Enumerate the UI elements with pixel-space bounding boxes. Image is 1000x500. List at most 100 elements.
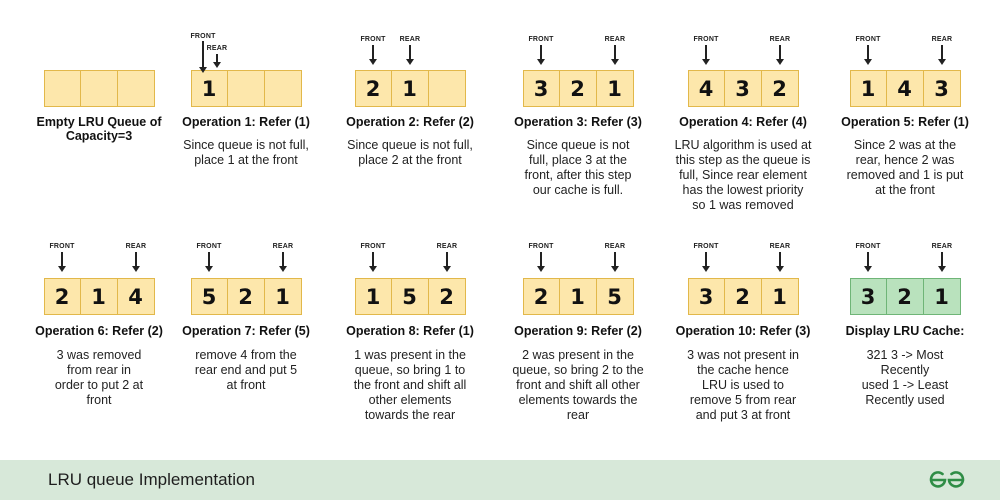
operation-title: Operation 3: Refer (3) — [514, 115, 642, 129]
queue-cell — [428, 70, 466, 107]
arrow-shaft — [540, 252, 542, 266]
queue-cell — [227, 70, 265, 107]
queue-cell: 1 — [190, 70, 228, 107]
queue-cell — [117, 70, 155, 107]
queue-cell: 3 — [522, 70, 560, 107]
arrow-shaft — [216, 54, 218, 62]
operation-title: Operation 7: Refer (5) — [182, 324, 310, 338]
operation-description: LRU algorithm is used at this step as th… — [674, 138, 812, 212]
front-pointer: FRONT — [183, 33, 223, 73]
arrow-shaft — [202, 41, 204, 67]
queue-cell: 4 — [687, 70, 725, 107]
operation-title: Operation 8: Refer (1) — [346, 324, 474, 338]
queue-cell: 3 — [849, 278, 887, 315]
operation-title: Operation 5: Refer (1) — [841, 115, 969, 129]
front-label: FRONT — [693, 36, 719, 43]
queue-cell: 2 — [724, 278, 762, 315]
front-pointer: FRONT — [686, 36, 726, 65]
empty-queue-title: Empty LRU Queue of Capacity=3 — [36, 115, 162, 143]
arrow-shaft — [409, 45, 411, 59]
rear-pointer: REAR — [263, 243, 303, 272]
front-label: FRONT — [693, 243, 719, 250]
operation-title: Operation 4: Refer (4) — [679, 115, 807, 129]
front-pointer: FRONT — [521, 36, 561, 65]
arrow-shaft — [372, 252, 374, 266]
arrow-down-icon — [537, 266, 545, 272]
arrow-shaft — [540, 45, 542, 59]
rear-pointer: REAR — [197, 45, 237, 68]
rear-label: REAR — [272, 243, 294, 250]
queue-cell: 2 — [227, 278, 265, 315]
queue-cell: 5 — [596, 278, 634, 315]
arrow-down-icon — [58, 266, 66, 272]
queue-cell: 4 — [117, 278, 155, 315]
queue-cell: 1 — [923, 278, 961, 315]
operation-title: Operation 6: Refer (2) — [35, 324, 163, 338]
arrow-down-icon — [132, 266, 140, 272]
arrow-shaft — [614, 252, 616, 266]
operation-description: Since 2 was at the rear, hence 2 was rem… — [846, 138, 964, 197]
operation-description: remove 4 from the rear end and put 5 at … — [194, 348, 298, 392]
arrow-down-icon — [938, 59, 946, 65]
arrow-shaft — [779, 45, 781, 59]
queue-cell: 2 — [354, 70, 392, 107]
arrow-down-icon — [199, 67, 207, 73]
rear-label: REAR — [399, 36, 421, 43]
queue-cell: 2 — [522, 278, 560, 315]
front-label: FRONT — [528, 243, 554, 250]
arrow-shaft — [282, 252, 284, 266]
rear-label: REAR — [931, 36, 953, 43]
operation-description: 3 was not present in the cache hence LRU… — [687, 348, 799, 422]
queue-cell: 5 — [391, 278, 429, 315]
arrow-down-icon — [776, 266, 784, 272]
gfg-logo-icon — [929, 471, 965, 488]
rear-label: REAR — [206, 45, 228, 52]
front-label: FRONT — [190, 33, 216, 40]
queue-cell: 1 — [80, 278, 118, 315]
rear-pointer: REAR — [595, 36, 635, 65]
arrow-shaft — [372, 45, 374, 59]
queue-cell: 2 — [886, 278, 924, 315]
front-label: FRONT — [855, 36, 881, 43]
rear-pointer: REAR — [427, 243, 467, 272]
arrow-shaft — [867, 45, 869, 59]
front-label: FRONT — [49, 243, 75, 250]
front-label: FRONT — [196, 243, 222, 250]
lru-diagram: Empty LRU Queue of Capacity=3 1 FRONT REAR O… — [35, 33, 969, 422]
front-label: FRONT — [855, 243, 881, 250]
queue-cell — [264, 70, 302, 107]
arrow-down-icon — [406, 59, 414, 65]
footer-title: LRU queue Implementation — [48, 470, 255, 489]
queue-cell — [80, 70, 118, 107]
operation-description: Since queue is not full, place 3 at the … — [524, 138, 632, 197]
rear-label: REAR — [604, 36, 626, 43]
rear-label: REAR — [436, 243, 458, 250]
front-label: FRONT — [360, 36, 386, 43]
rear-label: REAR — [769, 36, 791, 43]
arrow-shaft — [208, 252, 210, 266]
arrow-shaft — [446, 252, 448, 266]
arrow-down-icon — [611, 266, 619, 272]
arrow-shaft — [705, 252, 707, 266]
rear-label: REAR — [931, 243, 953, 250]
queue-cell: 2 — [559, 70, 597, 107]
queue-cell: 3 — [687, 278, 725, 315]
operation-title: Display LRU Cache: — [845, 324, 965, 338]
operation-title: Operation 9: Refer (2) — [514, 324, 642, 338]
operation-description: 3 was removed from rear in order to put … — [54, 348, 144, 407]
rear-pointer: REAR — [390, 36, 430, 65]
arrow-down-icon — [702, 266, 710, 272]
front-pointer: FRONT — [189, 243, 229, 272]
arrow-down-icon — [702, 59, 710, 65]
rear-pointer: REAR — [922, 243, 962, 272]
queue-boxes: 1 — [190, 70, 302, 107]
rear-pointer: REAR — [116, 243, 156, 272]
operation-description: 1 was present in the queue, so bring 1 t… — [353, 348, 467, 422]
